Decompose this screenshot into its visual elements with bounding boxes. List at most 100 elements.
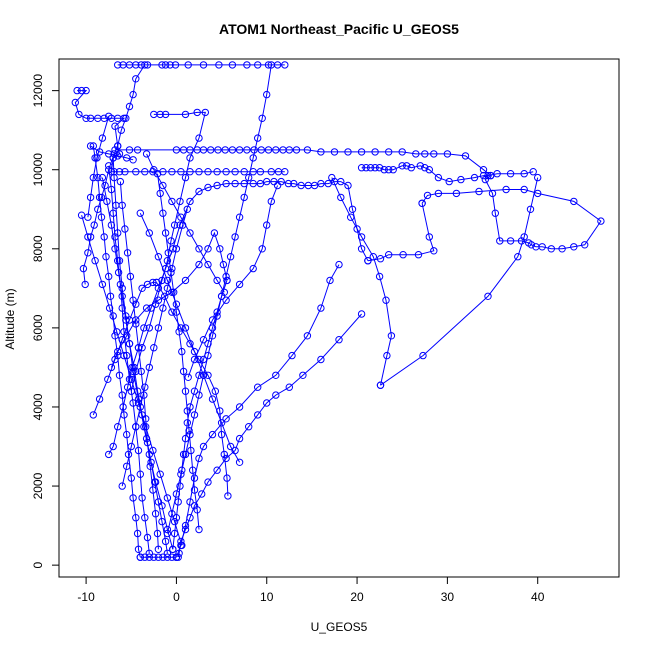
data-point xyxy=(168,197,176,206)
data-point xyxy=(141,168,149,176)
data-point xyxy=(177,213,185,221)
data-point xyxy=(181,525,190,534)
series-16 xyxy=(116,177,163,553)
data-point xyxy=(121,168,129,176)
data-point xyxy=(170,288,178,296)
data-point xyxy=(136,403,145,411)
data-point xyxy=(344,181,352,190)
x-tick-label: -10 xyxy=(77,590,95,604)
data-point xyxy=(122,312,130,320)
data-point xyxy=(514,253,522,261)
data-point xyxy=(184,373,192,381)
data-point xyxy=(142,423,150,431)
data-point xyxy=(186,514,194,522)
data-point xyxy=(387,332,396,340)
data-point xyxy=(114,347,122,356)
data-point xyxy=(231,168,239,176)
data-point xyxy=(272,146,280,154)
series-12 xyxy=(174,310,366,561)
series-10-line xyxy=(380,177,539,386)
data-point xyxy=(112,201,120,210)
data-point xyxy=(95,148,104,156)
data-point xyxy=(344,148,352,156)
data-point xyxy=(526,205,535,214)
data-point xyxy=(317,304,325,312)
data-point xyxy=(195,525,203,534)
data-point xyxy=(219,260,228,269)
data-point xyxy=(190,411,199,419)
data-point xyxy=(167,268,175,277)
data-point xyxy=(161,110,170,119)
data-point xyxy=(491,209,499,217)
data-point xyxy=(256,168,265,176)
series-11-line xyxy=(175,264,340,558)
data-point xyxy=(105,150,113,158)
data-point xyxy=(136,209,145,217)
data-point xyxy=(235,213,244,221)
data-point xyxy=(172,300,181,308)
data-point xyxy=(181,276,190,285)
data-point xyxy=(430,247,438,255)
data-point xyxy=(84,233,92,241)
data-point xyxy=(558,245,566,253)
data-point xyxy=(383,351,391,360)
y-tick-label: 8000 xyxy=(31,235,45,262)
data-point xyxy=(216,245,224,253)
data-point xyxy=(475,187,483,196)
data-point xyxy=(461,152,470,160)
data-point xyxy=(181,450,190,459)
data-point xyxy=(111,146,119,154)
data-point xyxy=(213,466,221,474)
data-point xyxy=(113,328,121,336)
series-25 xyxy=(153,170,203,534)
data-point xyxy=(136,470,145,478)
data-point xyxy=(118,482,126,490)
data-point xyxy=(171,61,180,69)
data-point xyxy=(82,114,90,123)
data-point xyxy=(183,205,192,214)
data-point xyxy=(82,86,90,95)
data-point xyxy=(115,150,124,158)
data-point xyxy=(257,146,265,154)
data-point xyxy=(154,553,163,561)
data-point xyxy=(195,187,203,196)
data-point xyxy=(281,61,289,69)
data-point xyxy=(129,494,137,502)
data-point xyxy=(222,168,230,176)
data-point xyxy=(366,164,375,172)
data-point xyxy=(398,148,406,156)
data-point xyxy=(215,61,223,69)
data-point xyxy=(179,450,188,459)
data-point xyxy=(337,193,345,202)
data-point xyxy=(167,237,175,245)
data-point xyxy=(98,280,107,289)
data-point xyxy=(158,61,166,69)
data-point xyxy=(204,371,212,379)
data-point xyxy=(231,233,239,241)
data-point xyxy=(97,213,106,221)
data-point xyxy=(126,272,135,281)
data-point xyxy=(154,253,163,261)
data-point xyxy=(117,126,126,134)
data-point xyxy=(335,260,343,269)
data-point xyxy=(138,494,146,502)
data-point xyxy=(502,185,510,194)
data-point xyxy=(385,166,393,174)
data-point xyxy=(226,253,235,261)
data-point xyxy=(150,344,158,352)
data-point xyxy=(235,280,244,289)
data-point xyxy=(184,61,192,69)
data-point xyxy=(114,152,122,160)
data-point xyxy=(132,61,140,69)
data-point xyxy=(285,383,293,391)
series-31-line xyxy=(121,209,188,487)
data-point xyxy=(186,229,194,237)
data-point xyxy=(292,146,301,154)
data-point xyxy=(264,61,273,69)
data-point xyxy=(159,181,167,190)
data-point xyxy=(487,171,495,180)
data-point xyxy=(235,434,244,443)
series-16-line xyxy=(119,181,159,550)
data-point xyxy=(369,253,377,261)
